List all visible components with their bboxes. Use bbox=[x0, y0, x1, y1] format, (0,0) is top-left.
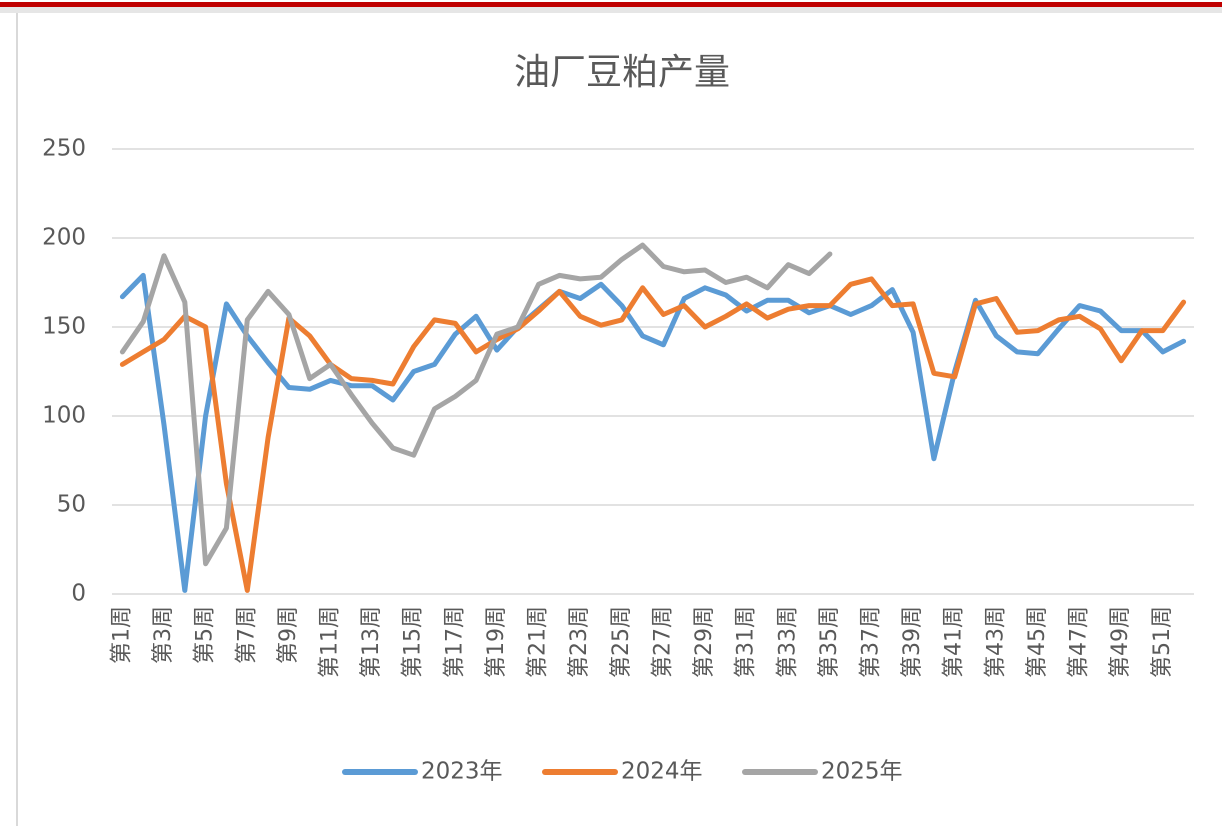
top-rule bbox=[0, 2, 1222, 7]
x-tick-label: 第11周 bbox=[317, 606, 342, 678]
y-tick-label: 100 bbox=[42, 403, 86, 429]
x-tick-label: 第51周 bbox=[1150, 606, 1175, 678]
x-tick-label: 第41周 bbox=[942, 606, 967, 678]
x-tick-label: 第27周 bbox=[650, 606, 675, 678]
x-tick-label: 第13周 bbox=[359, 606, 384, 678]
x-tick-label: 第35周 bbox=[817, 606, 842, 678]
series-line bbox=[119, 242, 833, 567]
legend-label: 2023年 bbox=[421, 759, 503, 785]
y-tick-label: 150 bbox=[42, 314, 86, 340]
x-tick-label: 第29周 bbox=[692, 606, 717, 678]
y-tick-label: 50 bbox=[57, 492, 86, 518]
x-tick-label: 第19周 bbox=[484, 606, 509, 678]
x-tick-label: 第33周 bbox=[775, 606, 800, 678]
x-tick-label: 第15周 bbox=[401, 606, 426, 678]
x-tick-label: 第9周 bbox=[276, 606, 301, 664]
x-tick-label: 第5周 bbox=[193, 606, 218, 664]
x-tick-label: 第49周 bbox=[1108, 606, 1133, 678]
x-tick-label: 第7周 bbox=[234, 606, 259, 664]
x-tick-label: 第39周 bbox=[900, 606, 925, 678]
x-tick-label: 第31周 bbox=[734, 606, 759, 678]
x-tick-label: 第45周 bbox=[1025, 606, 1050, 678]
y-tick-label: 250 bbox=[42, 136, 86, 162]
legend-label: 2025年 bbox=[821, 759, 903, 785]
x-tick-label: 第21周 bbox=[526, 606, 551, 678]
x-tick-label: 第25周 bbox=[609, 606, 634, 678]
y-tick-label: 0 bbox=[71, 581, 86, 607]
x-tick-label: 第37周 bbox=[858, 606, 883, 678]
chart-title: 油厂豆粕产量 bbox=[514, 52, 730, 93]
x-tick-label: 第23周 bbox=[567, 606, 592, 678]
x-tick-label: 第1周 bbox=[109, 606, 134, 664]
x-tick-label: 第3周 bbox=[151, 606, 176, 664]
series-line bbox=[119, 272, 1187, 593]
series-line bbox=[119, 276, 1187, 593]
top-shadow bbox=[0, 7, 1222, 13]
legend-label: 2024年 bbox=[621, 759, 703, 785]
x-tick-label: 第43周 bbox=[983, 606, 1008, 678]
x-tick-label: 第17周 bbox=[442, 606, 467, 678]
x-tick-label: 第47周 bbox=[1067, 606, 1092, 678]
y-tick-label: 200 bbox=[42, 225, 86, 251]
